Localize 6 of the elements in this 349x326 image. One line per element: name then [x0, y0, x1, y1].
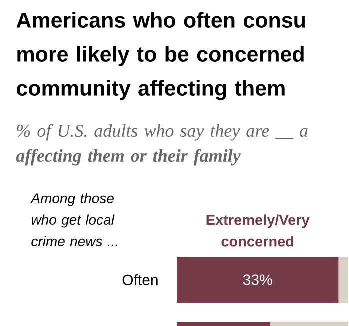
- chart-subtitle: % of U.S. adults who say they are __ a affecting them or their family: [16, 124, 308, 166]
- chart-title: Americans who often consu more likely to be concerned community affecting them: [16, 12, 306, 100]
- y-tick-label: Often: [122, 274, 158, 286]
- series-label: Extremely/Very concerned: [206, 214, 310, 247]
- data-label: 33%: [243, 274, 272, 286]
- y-axis-title: Among those who get local crime news ...: [30, 193, 118, 246]
